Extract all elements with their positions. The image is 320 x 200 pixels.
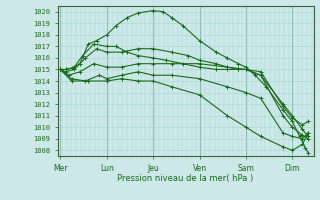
X-axis label: Pression niveau de la mer( hPa ): Pression niveau de la mer( hPa ) (117, 174, 254, 183)
